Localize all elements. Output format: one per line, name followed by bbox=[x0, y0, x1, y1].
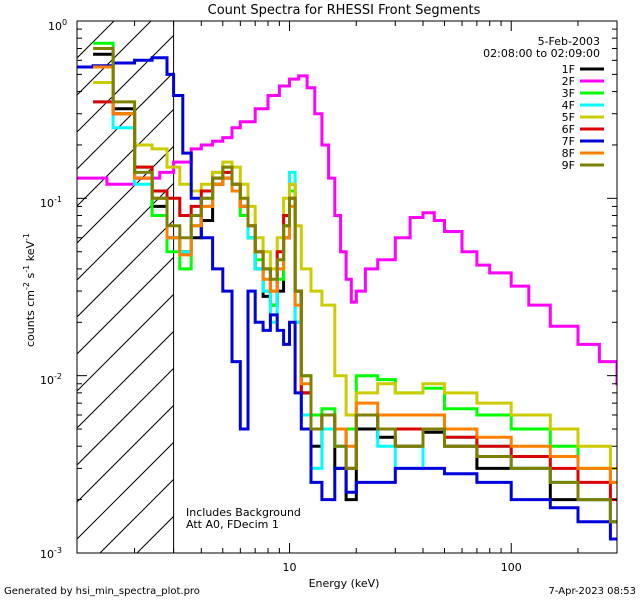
x-axis-label: Energy (keV) bbox=[309, 577, 380, 590]
legend-label: 7F bbox=[562, 135, 575, 148]
legend-label: 9F bbox=[562, 159, 575, 172]
axis-ticks bbox=[77, 20, 618, 554]
x-tick-label-100: 100 bbox=[501, 561, 522, 574]
annotation-attenuator: Att A0, FDecim 1 bbox=[186, 518, 279, 531]
series-line-7F bbox=[77, 56, 617, 541]
legend-label: 4F bbox=[562, 99, 575, 112]
y-tick-label-1: 10-1 bbox=[40, 195, 62, 210]
chart-title: Count Spectra for RHESSI Front Segments bbox=[208, 3, 481, 18]
series-group bbox=[77, 41, 617, 541]
x-tick-labels: 10 100 bbox=[283, 561, 522, 574]
annotation-background: Includes Background bbox=[186, 506, 301, 519]
legend-label: 2F bbox=[562, 75, 575, 88]
footer-generated-by: Generated by hsi_min_spectra_plot.pro bbox=[4, 586, 200, 597]
legend-label: 8F bbox=[562, 147, 575, 160]
legend-item-1F: 1F bbox=[562, 63, 604, 76]
footer-timestamp: 7-Apr-2023 08:53 bbox=[549, 586, 636, 597]
time-range-label: 02:08:00 to 02:09:00 bbox=[483, 47, 600, 60]
y-tick-label-2: 10-2 bbox=[40, 372, 62, 387]
hatch-line bbox=[77, 367, 174, 466]
legend-item-6F: 6F bbox=[562, 123, 604, 136]
hatch-line bbox=[77, 34, 174, 133]
y-tick-label-0: 100 bbox=[48, 18, 67, 33]
y-tick-labels: 100 10-1 10-2 10-3 bbox=[40, 18, 67, 561]
legend-item-5F: 5F bbox=[562, 111, 604, 124]
hatch-line bbox=[77, 256, 174, 355]
hatch-line bbox=[77, 219, 174, 318]
x-tick-label-10: 10 bbox=[283, 561, 297, 574]
legend-item-8F: 8F bbox=[562, 147, 604, 160]
legend-item-2F: 2F bbox=[562, 75, 604, 88]
shaded-region-hatch bbox=[77, 21, 175, 553]
hatch-line bbox=[77, 71, 174, 170]
y-tick-label-3: 10-3 bbox=[40, 546, 62, 561]
legend-label: 5F bbox=[562, 111, 575, 124]
hatch-line bbox=[77, 182, 174, 281]
legend-item-7F: 7F bbox=[562, 135, 604, 148]
plot-frame bbox=[76, 20, 618, 554]
y-axis-label: counts cm-2 s-1 keV-1 bbox=[22, 233, 37, 347]
hatch-line bbox=[77, 441, 174, 540]
legend-label: 1F bbox=[562, 63, 575, 76]
hatch-line bbox=[77, 145, 174, 244]
legend-item-4F: 4F bbox=[562, 99, 604, 112]
hatch-line bbox=[77, 330, 174, 429]
legend-label: 3F bbox=[562, 87, 575, 100]
hatch-line bbox=[77, 21, 78, 22]
hatch-line bbox=[77, 404, 174, 503]
legend-label: 6F bbox=[562, 123, 575, 136]
series-line-2F bbox=[77, 74, 617, 386]
legend-item-3F: 3F bbox=[562, 87, 604, 100]
date-label: 5-Feb-2003 bbox=[538, 35, 600, 48]
legend-item-9F: 9F bbox=[562, 159, 604, 172]
series-line-9F bbox=[93, 47, 617, 524]
